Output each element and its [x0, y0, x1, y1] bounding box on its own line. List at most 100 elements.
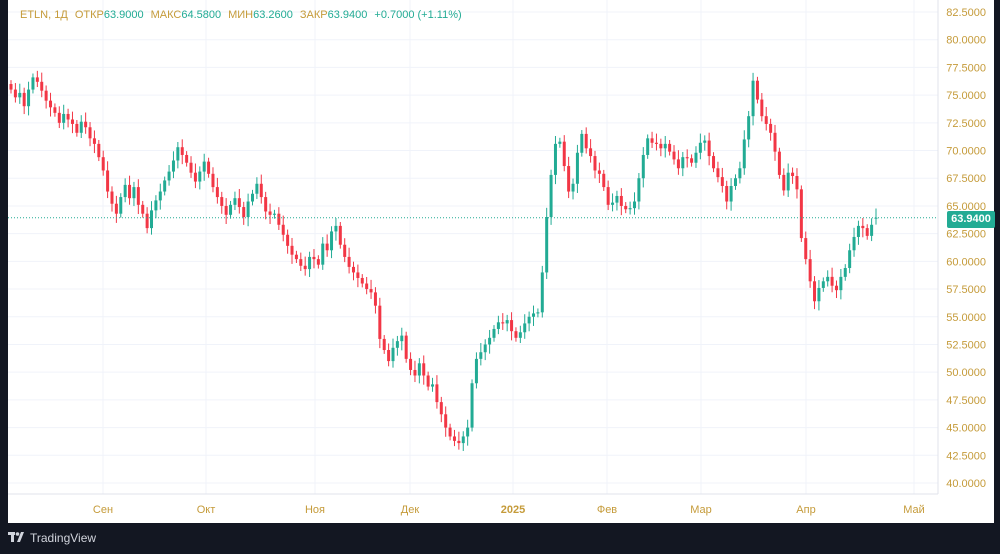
candle-body: [387, 350, 391, 362]
candle-body: [483, 344, 487, 353]
candle-body: [277, 213, 281, 225]
candle-body: [9, 84, 13, 90]
symbol-interval[interactable]: ETLN, 1Д: [20, 9, 68, 21]
tradingview-logo-icon: [8, 532, 24, 542]
candle-body: [180, 147, 184, 155]
x-tick-label: Сен: [93, 504, 113, 516]
candle-body: [518, 332, 522, 338]
candle-body: [185, 154, 189, 163]
candle-body: [773, 132, 777, 152]
y-tick-label: 72.5000: [946, 118, 986, 130]
candle-body: [628, 208, 632, 210]
candle-body: [409, 358, 413, 370]
candle-body: [777, 151, 781, 175]
candle-body: [202, 161, 206, 172]
candle-body: [567, 166, 571, 192]
candle-body: [404, 335, 408, 359]
candle-body: [716, 168, 720, 178]
candle-body: [479, 352, 483, 359]
candle-body: [619, 195, 623, 206]
candle-body: [668, 143, 672, 152]
candle-body: [452, 436, 456, 441]
candle-body: [229, 204, 233, 215]
candle-body: [35, 77, 39, 82]
candle-body: [334, 225, 338, 232]
candle-body: [540, 272, 544, 313]
candle-body: [27, 89, 31, 107]
candle-body: [861, 225, 865, 229]
candle-body: [681, 157, 685, 169]
candle-body: [808, 259, 812, 282]
y-tick-label: 62.5000: [946, 229, 986, 241]
candle-body: [488, 337, 492, 345]
x-tick-label: Дек: [401, 504, 420, 516]
candle-body: [637, 178, 641, 202]
candle-body: [286, 234, 290, 246]
candle-body: [150, 210, 154, 229]
candle-body: [79, 121, 83, 133]
candle-body: [49, 100, 53, 108]
candle-body: [466, 427, 470, 437]
candle-body: [53, 107, 57, 113]
candle-body: [602, 173, 606, 188]
candle-body: [141, 204, 145, 214]
candle-body: [70, 119, 74, 124]
candle-body: [167, 171, 171, 181]
y-tick-label: 70.0000: [946, 146, 986, 158]
candle-body: [821, 281, 825, 288]
candle-body: [176, 147, 180, 161]
candle-body: [641, 154, 645, 179]
candle-body: [62, 113, 66, 123]
candle-body: [220, 197, 224, 206]
candle-body: [725, 185, 729, 202]
candle-body: [624, 205, 628, 210]
high-label: МАКС: [150, 9, 182, 21]
candle-body: [119, 197, 123, 214]
candle-body: [259, 183, 263, 198]
candle-body: [413, 369, 417, 376]
candle-body: [373, 292, 377, 306]
candle-body: [325, 243, 329, 251]
candle-body: [834, 285, 838, 291]
candle-body: [826, 276, 830, 282]
x-tick-label: Ноя: [305, 504, 325, 516]
candle-body: [496, 322, 500, 329]
candle-body: [123, 184, 127, 198]
y-tick-label: 67.5000: [946, 173, 986, 185]
candle-body: [136, 187, 140, 205]
candle-body: [523, 323, 527, 333]
branding-footer[interactable]: TradingView: [8, 529, 96, 547]
candle-body: [312, 256, 316, 260]
candle-body: [207, 161, 211, 174]
candle-body: [101, 157, 105, 171]
low-value: 63.2600: [253, 9, 293, 21]
x-tick-label: 2025: [501, 504, 525, 516]
candle-body: [347, 256, 351, 267]
candle-body: [856, 225, 860, 237]
tradingview-brand-text: TradingView: [30, 531, 97, 545]
candle-body: [615, 195, 619, 203]
ohlc-legend: ETLN, 1Д ОТКР63.9000 МАКС64.5800 МИН63.2600…: [20, 9, 462, 21]
candle-body: [720, 177, 724, 186]
y-tick-label: 42.5000: [946, 450, 986, 462]
candle-body: [88, 127, 92, 139]
close-label: ЗАКР: [299, 9, 328, 21]
last-price-label: 63.9400: [947, 211, 995, 228]
candle-body: [163, 180, 167, 192]
candle-body: [470, 383, 474, 428]
candle-body: [646, 138, 650, 155]
candle-body: [158, 191, 162, 201]
candle-body: [246, 201, 250, 218]
candle-body: [751, 80, 755, 117]
candle-body: [338, 225, 342, 245]
candle-body: [562, 141, 566, 167]
candle-body: [650, 138, 654, 143]
candle-body: [817, 287, 821, 302]
candle-body: [237, 198, 241, 208]
candle-body: [343, 244, 347, 257]
candle-body: [435, 384, 439, 403]
candle-body: [369, 289, 373, 293]
candle-body: [66, 113, 70, 120]
candlestick-chart[interactable]: 40.0000 42.5000 45.0000 47.5000 50.0000 52.50…: [8, 0, 994, 523]
candle-body: [843, 268, 847, 277]
